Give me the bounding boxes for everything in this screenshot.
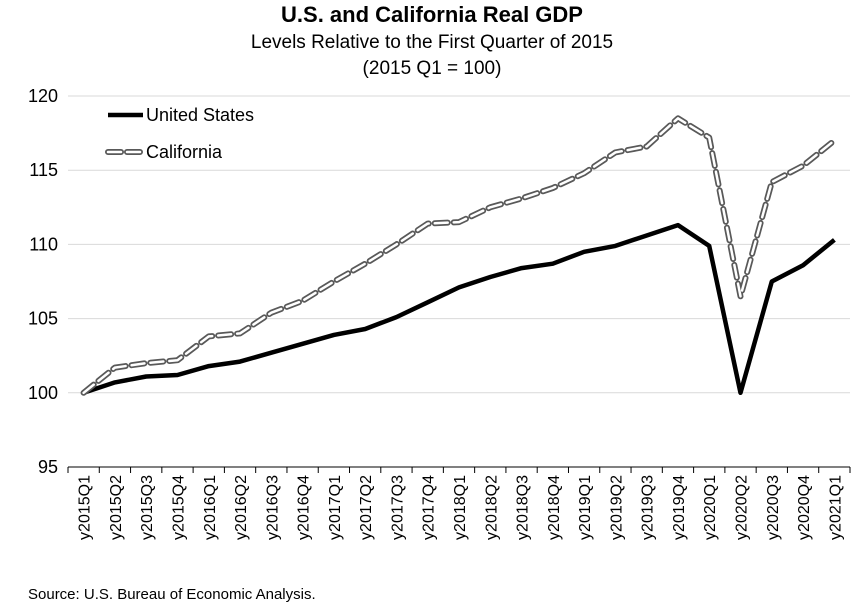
y-tick-label: 105: [28, 309, 58, 329]
y-tick-label: 95: [38, 457, 58, 477]
source-note: Source: U.S. Bureau of Economic Analysis…: [28, 586, 316, 603]
x-tick-label: y2015Q3: [139, 475, 156, 540]
x-tick-label: y2018Q3: [515, 475, 532, 540]
x-tick-label: y2019Q1: [577, 475, 594, 540]
x-tick-label: y2020Q3: [765, 475, 782, 540]
x-tick-label: y2016Q4: [296, 475, 313, 540]
x-tick-label: y2015Q4: [170, 475, 187, 540]
series-lines: [80, 115, 838, 396]
chart-title: U.S. and California Real GDP: [281, 2, 583, 27]
y-tick-label: 120: [28, 86, 58, 106]
x-tick-label: y2019Q4: [671, 475, 688, 540]
gridlines: [68, 95, 850, 394]
y-tick-label: 100: [28, 383, 58, 403]
legend-label: United States: [146, 105, 254, 125]
x-tick-label: y2019Q2: [608, 475, 625, 540]
x-tick-label: y2020Q4: [796, 475, 813, 540]
y-tick-label: 115: [29, 160, 58, 180]
chart-subtitle-line-1: Levels Relative to the First Quarter of …: [250, 32, 614, 53]
x-tick-label: y2019Q3: [640, 475, 657, 540]
x-tick-label: y2020Q1: [702, 475, 719, 540]
series-line-united-states: [82, 222, 836, 396]
legend-label: California: [146, 142, 223, 162]
legend: United States California: [105, 105, 254, 162]
x-tick-label: y2017Q2: [358, 475, 375, 540]
x-tick-label: y2017Q1: [327, 475, 344, 540]
x-tick-label: y2016Q2: [233, 475, 250, 540]
x-tick-label: y2018Q4: [546, 475, 563, 540]
series-line-california: [82, 117, 836, 395]
x-tick-label: y2016Q1: [202, 475, 219, 540]
x-tick-label: y2017Q4: [421, 475, 438, 540]
x-tick-label: y2017Q3: [389, 475, 406, 540]
y-tick-label: 110: [29, 234, 58, 254]
chart-subtitle-line-2: (2015 Q1 = 100): [362, 58, 502, 79]
x-tick-label: y2018Q1: [452, 475, 469, 540]
x-tick-label: y2015Q1: [77, 475, 94, 540]
x-tick-label: y2015Q2: [108, 475, 125, 540]
x-tick-label: y2018Q2: [483, 475, 500, 540]
axes: 95 100 105 110 115 120 y2015Q1 y2015Q2 y2015Q3 y2…: [28, 86, 851, 540]
x-tick-label: y2020Q2: [734, 475, 751, 540]
x-tick-label: y2021Q1: [827, 475, 844, 540]
x-tick-label: y2016Q3: [264, 475, 281, 540]
